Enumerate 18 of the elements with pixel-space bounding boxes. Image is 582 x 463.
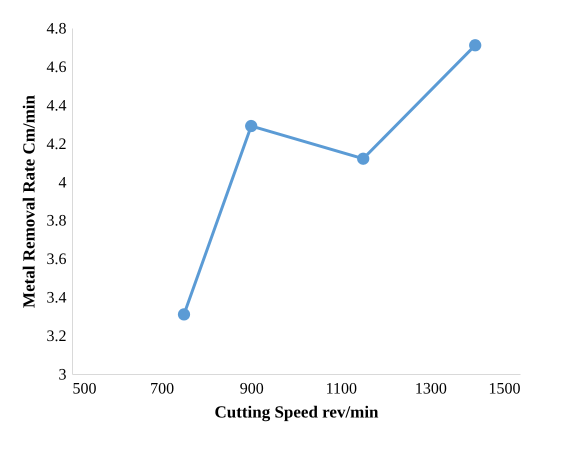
y-tick-label: 4.2 bbox=[46, 136, 66, 153]
x-tick-label: 700 bbox=[150, 380, 174, 398]
x-tick-label: 1300 bbox=[414, 380, 447, 398]
y-tick-label: 3.6 bbox=[46, 251, 66, 268]
x-tick-label: 1500 bbox=[488, 380, 520, 398]
y-tick-label: 4 bbox=[58, 174, 66, 192]
y-tick-label: 4.8 bbox=[46, 20, 66, 38]
y-tick-label: 4.6 bbox=[46, 58, 66, 76]
y-tick-label: 3.8 bbox=[46, 212, 66, 230]
y-tick-label: 4.4 bbox=[46, 97, 66, 114]
y-tick-label: 3 bbox=[58, 366, 66, 384]
y-axis-title: Metal Removal Rate Cm/min bbox=[20, 94, 38, 308]
x-tick-label: 900 bbox=[240, 380, 264, 398]
y-tick-label: 3.4 bbox=[46, 290, 66, 307]
x-axis-title: Cutting Speed rev/min bbox=[214, 402, 380, 422]
x-tick-label: 500 bbox=[72, 380, 96, 398]
y-tick-label: 3.2 bbox=[46, 328, 66, 346]
x-tick-label: 1100 bbox=[326, 380, 358, 398]
